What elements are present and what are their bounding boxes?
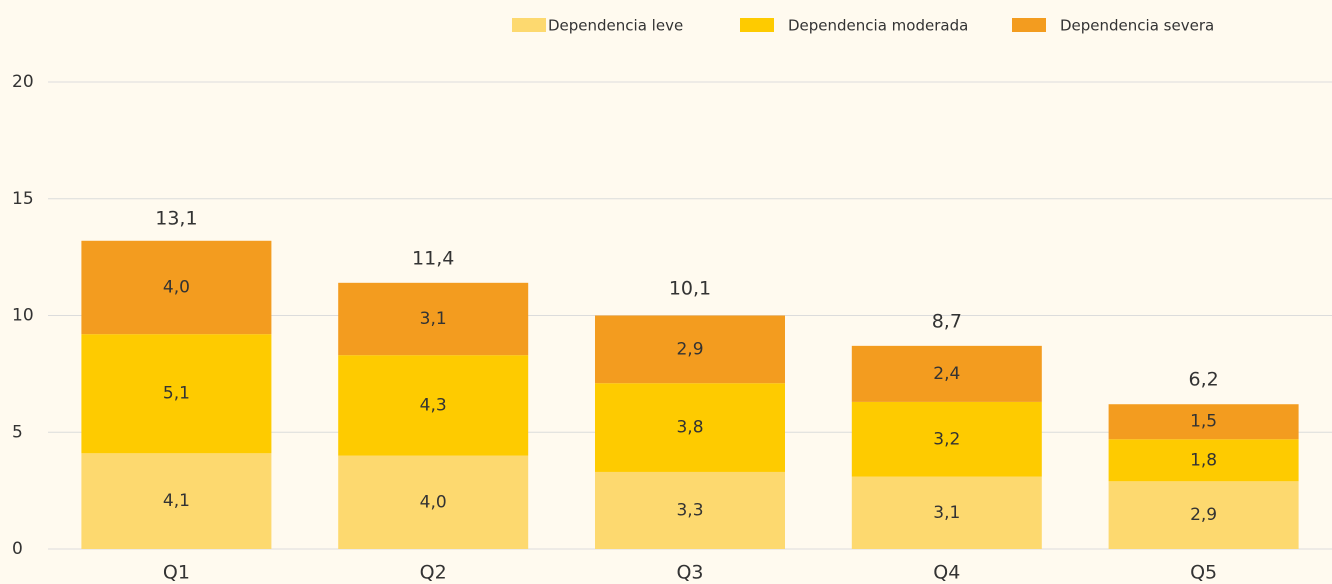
bar-segment [851,345,1042,402]
bar-segment [81,453,272,549]
data-label: 4,3 [420,395,447,415]
x-tick-label: Q4 [933,562,960,584]
legend-label: Dependencia severa [1060,17,1214,35]
bar-segment [1108,404,1299,440]
data-label: 3,1 [933,503,960,523]
bar-segment [338,282,529,356]
legend-swatch [740,18,774,32]
bar-segment [595,383,785,472]
bar-segment [851,476,1042,549]
legend-swatch [1012,18,1046,32]
data-label: 2,9 [1190,505,1217,525]
bar-segment [81,334,272,454]
data-label: 2,9 [676,339,703,359]
x-tick-label: Q3 [676,562,703,584]
bar-segment [338,455,529,549]
x-tick-label: Q2 [420,562,447,584]
total-label: 10,1 [669,278,711,300]
y-tick-label: 10 [12,306,34,326]
legend-label: Dependencia leve [548,17,683,35]
legend-swatch [512,18,546,32]
bar-segment [81,240,272,335]
x-tick-label: Q5 [1190,562,1217,584]
data-label: 3,1 [420,309,447,329]
y-tick-label: 15 [12,189,34,209]
data-label: 2,4 [933,364,960,384]
data-label: 1,5 [1190,412,1217,432]
data-label: 4,0 [163,277,190,297]
data-label: 4,0 [420,492,447,512]
y-tick-label: 5 [12,422,23,442]
bar-segment [595,471,785,549]
data-label: 5,1 [163,384,190,404]
x-tick-label: Q1 [163,562,190,584]
data-label: 3,2 [933,429,960,449]
data-label: 1,8 [1190,450,1217,470]
data-label: 3,8 [676,418,703,438]
total-label: 11,4 [412,247,454,269]
bar-segment [851,401,1042,477]
y-tick-label: 0 [12,539,23,559]
total-label: 8,7 [932,310,962,332]
bar-segment [1108,439,1299,482]
bar-segment [338,355,529,456]
y-tick-label: 20 [12,72,34,92]
data-label: 4,1 [163,491,190,511]
total-label: 13,1 [155,208,197,230]
total-label: 6,2 [1188,369,1218,391]
bar-segment [595,315,785,384]
bar-segment [1108,481,1299,549]
legend-label: Dependencia moderada [788,17,968,35]
data-label: 3,3 [676,500,703,520]
